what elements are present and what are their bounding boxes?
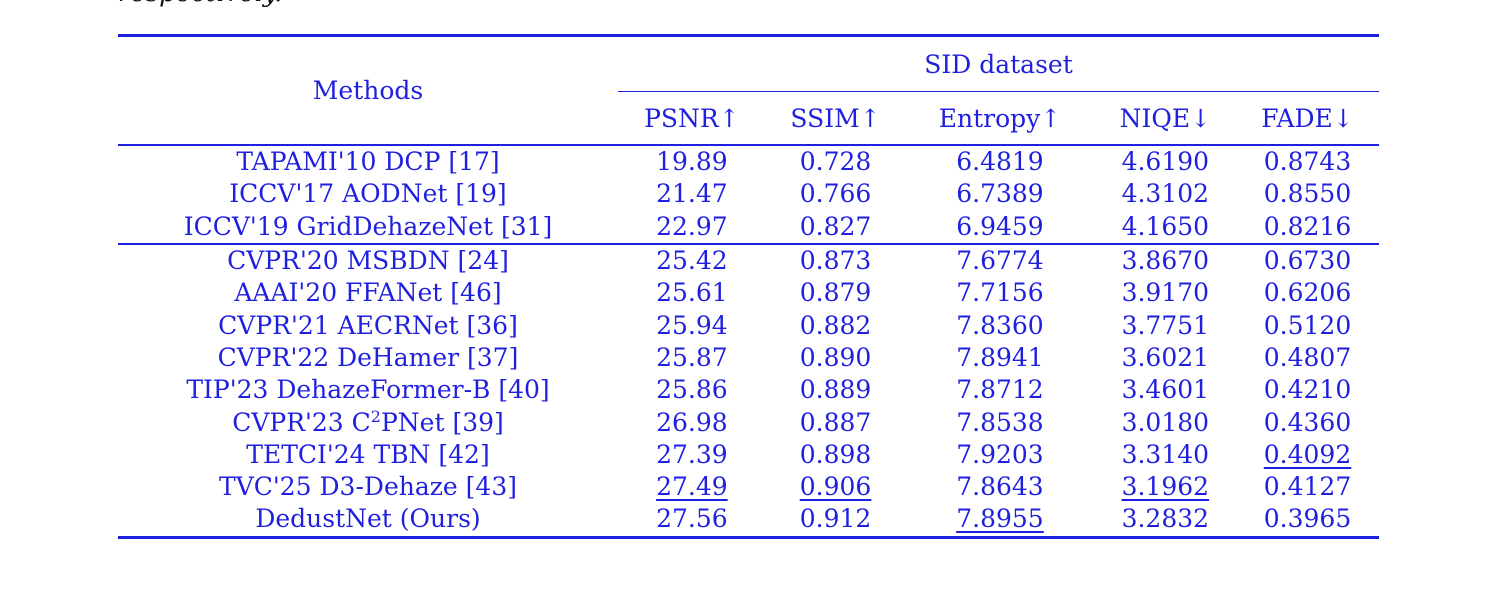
ssim-cell: 0.889 [799,375,872,405]
method-cell: CVPR'20 MSBDN [24] [227,246,509,276]
entropy-cell: 7.8712 [956,375,1044,405]
fade-cell-best: 0.3965 [1263,504,1352,534]
ssim-cell: 0.887 [799,407,872,437]
ssim-cell-second: 0.906 [799,472,872,502]
psnr-cell: 25.86 [656,375,728,405]
header-row-2: PSNR↑ SSIM↑ Entropy↑ NIQE↓ FADE↓ [118,92,1379,146]
psnr-cell: 25.61 [656,278,728,308]
entropy-cell: 7.8360 [956,310,1044,340]
ssim-cell: 0.873 [799,246,872,276]
psnr-cell-best: 27.56 [656,504,728,534]
entropy-cell-second: 7.8955 [956,504,1044,534]
ssim-header: SSIM↑ [790,103,881,133]
caption-fragment: respectively. [118,0,282,8]
fade-cell: 0.6206 [1263,278,1352,308]
methods-header: Methods [312,76,424,105]
method-suffix: PNet [39] [380,407,504,437]
table-row: CVPR'22 DeHamer [37] 25.87 0.890 7.8941 … [118,342,1379,374]
entropy-cell: 7.8941 [956,342,1044,372]
method-cell: TETCI'24 TBN [42] [246,439,490,469]
fade-cell: 0.8743 [1263,147,1352,177]
method-cell: ICCV'17 AODNet [19] [229,179,507,209]
niqe-cell: 3.7751 [1121,310,1210,340]
method-cell: AAAI'20 FFANet [46] [234,278,502,308]
method-cell: CVPR'21 AECRNet [36] [218,310,518,340]
psnr-cell: 21.47 [656,179,728,209]
niqe-cell: 4.3102 [1121,179,1210,209]
niqe-cell-best: 3.0180 [1121,407,1210,437]
ssim-cell: 0.882 [799,310,872,340]
fade-cell: 0.4127 [1263,472,1352,502]
niqe-cell: 4.6190 [1121,147,1210,177]
header-row-1: Methods SID dataset [118,35,1379,105]
psnr-cell: 25.94 [656,310,728,340]
ssim-cell: 0.890 [799,342,872,372]
table-row: TIP'23 DehazeFormer-B [40] 25.86 0.889 7… [118,374,1379,406]
entropy-cell: 7.7156 [956,278,1044,308]
table-row: CVPR'23 C2PNet [39] 26.98 0.887 7.8538 3… [118,406,1379,438]
ssim-cell: 0.827 [799,211,872,241]
fade-cell: 0.5120 [1263,310,1352,340]
fade-cell: 0.4360 [1263,407,1352,437]
entropy-cell: 6.7389 [956,179,1044,209]
niqe-cell: 4.1650 [1121,211,1210,241]
method-cell: CVPR'22 DeHamer [37] [217,342,519,372]
psnr-header: PSNR↑ [644,103,740,133]
results-table: Methods SID dataset PSNR↑ SSIM↑ Entropy↑… [118,34,1379,539]
fade-cell: 0.4210 [1263,375,1352,405]
table-row: ICCV'19 GridDehazeNet [31] 22.97 0.827 6… [118,211,1379,244]
table-row: CVPR'20 MSBDN [24] 25.42 0.873 7.6774 3.… [118,243,1379,277]
method-cell: CVPR'23 C2PNet [39] [118,406,618,438]
psnr-cell: 19.89 [656,147,728,177]
method-cell: TAPAMI'10 DCP [17] [236,147,500,177]
ssim-cell-best: 0.912 [799,504,872,534]
table-row: TAPAMI'10 DCP [17] 19.89 0.728 6.4819 4.… [118,145,1379,178]
fade-cell: 0.4807 [1263,342,1352,372]
psnr-cell: 25.42 [656,246,728,276]
entropy-cell: 7.6774 [956,246,1044,276]
niqe-cell: 3.2832 [1121,504,1210,534]
dataset-header: SID dataset [618,35,1379,92]
table-row-ours: DedustNet (Ours) 27.56 0.912 7.8955 3.28… [118,503,1379,538]
entropy-cell-best: 7.9203 [956,439,1044,469]
niqe-cell: 3.8670 [1121,246,1210,276]
entropy-cell: 6.9459 [956,211,1044,241]
ssim-cell: 0.898 [799,439,872,469]
fade-cell: 0.8216 [1263,211,1352,241]
niqe-cell: 3.9170 [1121,278,1210,308]
entropy-cell: 7.8643 [956,472,1044,502]
table-row: TETCI'24 TBN [42] 27.39 0.898 7.9203 3.3… [118,439,1379,471]
entropy-cell: 6.4819 [956,147,1044,177]
fade-cell-second: 0.4092 [1263,439,1352,469]
method-cell-ours: DedustNet (Ours) [255,504,481,534]
psnr-cell: 25.87 [656,342,728,372]
method-cell: ICCV'19 GridDehazeNet [31] [183,211,553,241]
psnr-cell: 22.97 [656,211,728,241]
method-superscript: 2 [370,406,381,426]
niqe-cell: 3.3140 [1121,439,1210,469]
psnr-cell: 26.98 [656,407,728,437]
table-row: TVC'25 D3-Dehaze [43] 27.49 0.906 7.8643… [118,471,1379,503]
niqe-cell-second: 3.1962 [1121,472,1210,502]
fade-header: FADE↓ [1261,103,1354,133]
entropy-header: Entropy↑ [938,103,1062,133]
table-row: AAAI'20 FFANet [46] 25.61 0.879 7.7156 3… [118,277,1379,309]
ssim-cell: 0.728 [799,147,872,177]
method-cell: TVC'25 D3-Dehaze [43] [219,472,517,502]
method-cell: TIP'23 DehazeFormer-B [40] [186,375,550,405]
fade-cell: 0.6730 [1263,246,1352,276]
table-row: CVPR'21 AECRNet [36] 25.94 0.882 7.8360 … [118,309,1379,341]
niqe-header: NIQE↓ [1119,103,1212,133]
niqe-cell: 3.6021 [1121,342,1210,372]
psnr-cell-second: 27.49 [656,472,728,502]
entropy-cell: 7.8538 [956,407,1044,437]
method-prefix: CVPR'23 C [232,407,371,437]
table-row: ICCV'17 AODNet [19] 21.47 0.766 6.7389 4… [118,178,1379,210]
fade-cell: 0.8550 [1263,179,1352,209]
niqe-cell: 3.4601 [1121,375,1210,405]
psnr-cell: 27.39 [656,439,728,469]
ssim-cell: 0.766 [799,179,872,209]
ssim-cell: 0.879 [799,278,872,308]
